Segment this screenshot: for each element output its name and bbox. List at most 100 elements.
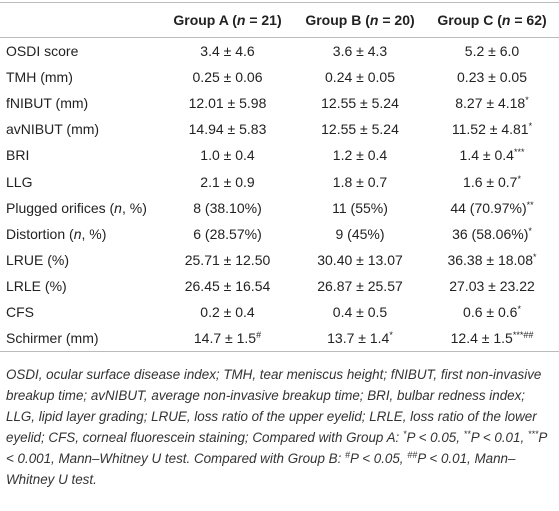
text: 0.2 ± 0.4 [200,303,255,320]
cell: 12.4 ± 1.5***## [425,325,559,352]
table-body: OSDI score 3.4 ± 4.6 3.6 ± 4.3 5.2 ± 6.0 TMH… [0,38,559,352]
text: 0.25 ± 0.06 [192,69,263,86]
cell: 12.01 ± 5.98 [160,90,295,116]
cell: 0.2 ± 0.4 [160,299,295,325]
text: 14.94 ± 5.83 [188,121,267,138]
row-label: CFS [0,299,160,325]
text: 8.27 ± 4.18 [455,95,526,112]
text: avNIBUT (mm) [6,121,100,138]
cell: 1.2 ± 0.4 [295,142,425,168]
superscript: *** [527,429,539,440]
superscript: # [345,450,351,461]
data-table: Group A (n = 21) Group B (n = 20) Group C … [0,2,559,353]
superscript: ## [407,450,418,461]
text: 12.4 ± 1.5 [450,330,513,347]
text: 12.55 ± 5.24 [321,121,399,138]
row-label: LRLE (%) [0,273,160,299]
text: 3.4 ± 4.6 [200,43,255,60]
cell: 30.40 ± 13.07 [295,247,425,273]
text: 14.7 ± 1.5 [193,330,257,347]
text: P < 0.05, [350,451,408,467]
cell: 26.87 ± 25.57 [295,273,425,299]
superscript: * [517,173,521,184]
italic-text: n [369,12,379,28]
text: TMH (mm) [6,69,73,86]
text: 6 (28.57%) [193,225,262,242]
cell: 0.6 ± 0.6* [425,299,559,325]
row-label: LLG [0,168,160,194]
table-row: TMH (mm) 0.25 ± 0.06 0.24 ± 0.05 0.23 ± 0.0… [0,64,559,90]
row-label: fNIBUT (mm) [0,90,160,116]
table-row: OSDI score 3.4 ± 4.6 3.6 ± 4.3 5.2 ± 6.0 [0,38,559,65]
header-corner [0,2,160,38]
text: = 20) [378,12,415,28]
cell: 27.03 ± 23.22 [425,273,559,299]
table-row: BRI 1.0 ± 0.4 1.2 ± 0.4 1.4 ± 0.4*** [0,142,559,168]
cell: 3.4 ± 4.6 [160,38,295,65]
cell: 36 (58.06%)* [425,221,559,247]
cell: 1.4 ± 0.4*** [425,142,559,168]
text: 1.4 ± 0.4 [459,147,514,164]
text: Plugged orifices ( [6,199,115,216]
cell: 0.24 ± 0.05 [295,64,425,90]
text: Group C ( [437,12,502,28]
text: , %) [121,199,147,216]
table-row: LRUE (%) 25.71 ± 12.50 30.40 ± 13.07 36.38 … [0,247,559,273]
text: 26.87 ± 25.57 [317,277,403,294]
cell: 11.52 ± 4.81* [425,116,559,142]
italic-text: n [236,12,246,28]
table-row: LLG 2.1 ± 0.9 1.8 ± 0.7 1.6 ± 0.7* [0,168,559,194]
superscript: ** [526,199,534,210]
superscript: *** [513,147,525,158]
text: 27.03 ± 23.22 [449,277,535,294]
cell: 13.7 ± 1.4* [295,325,425,352]
text: 11 (55%) [332,199,388,216]
text: OSDI, ocular surface disease index; TMH,… [6,367,542,446]
superscript: * [525,95,529,106]
text: BRI [6,147,30,164]
text: 30.40 ± 13.07 [317,251,403,268]
text: P < 0.001, Mann–Whitney U test. Compared… [6,430,547,467]
cell: 14.94 ± 5.83 [160,116,295,142]
text: 1.2 ± 0.4 [332,147,388,164]
text: 9 (45%) [335,225,385,242]
text: fNIBUT (mm) [6,95,89,112]
text: LRUE (%) [6,251,70,268]
superscript: * [528,121,533,132]
text: = 62) [510,12,547,28]
text: Group A ( [173,12,237,28]
text: 0.4 ± 0.5 [332,303,388,320]
text: 1.8 ± 0.7 [332,173,388,190]
text: 0.24 ± 0.05 [325,69,395,86]
table-row: CFS 0.2 ± 0.4 0.4 ± 0.5 0.6 ± 0.6* [0,299,559,325]
header-row: Group A (n = 21) Group B (n = 20) Group C … [0,2,559,38]
table-row: Schirmer (mm) 14.7 ± 1.5# 13.7 ± 1.4* 12.4 … [0,325,559,352]
cell: 11 (55%) [295,195,425,221]
text: Distortion ( [6,225,74,242]
text: = 21) [245,12,282,28]
superscript: * [517,303,521,314]
table-row: LRLE (%) 26.45 ± 16.54 26.87 ± 25.57 27.03 … [0,273,559,299]
cell: 12.55 ± 5.24 [295,116,425,142]
text: Group B ( [305,12,370,28]
italic-text: n [114,199,122,216]
column-header: Group B (n = 20) [295,2,425,38]
cell: 5.2 ± 6.0 [425,38,559,65]
cell: 0.4 ± 0.5 [295,299,425,325]
row-label: OSDI score [0,38,160,65]
cell: 1.6 ± 0.7* [425,168,559,194]
text: CFS [6,303,34,320]
text: 2.1 ± 0.9 [200,173,255,190]
italic-text: n [501,12,511,28]
cell: 25.71 ± 12.50 [160,247,295,273]
text: Schirmer (mm) [6,330,99,347]
text: 8 (38.10%) [193,199,262,216]
text: P < 0.01, [470,430,528,446]
row-label: Distortion (n, %) [0,221,160,247]
row-label: BRI [0,142,160,168]
table-row: fNIBUT (mm) 12.01 ± 5.98 12.55 ± 5.24 8.27 … [0,90,559,116]
text: , %) [81,225,107,242]
row-label: TMH (mm) [0,64,160,90]
text: 1.6 ± 0.7 [463,173,518,190]
superscript: * [528,225,532,236]
